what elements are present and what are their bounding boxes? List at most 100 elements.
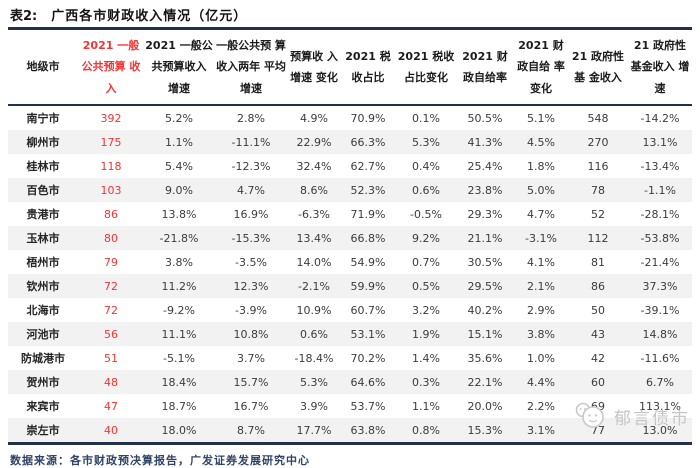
cell-city: 贵港市 xyxy=(26,208,60,222)
column-header-self-sufficiency-change: 2021 财 政自给 率变化 xyxy=(514,28,568,107)
cell-two-year-avg-growth: 4.7% xyxy=(237,183,265,197)
table-row: 南宁市 392 5.2% 2.8% 4.9% 70.9% 0.1% 50.5% … xyxy=(8,105,692,130)
watermark: 郁言债市 xyxy=(572,402,690,430)
cell-fund-revenue-growth: 13.0% xyxy=(642,423,678,437)
cell-budget-revenue: 175 xyxy=(100,135,122,149)
table-row: 贺州市 48 18.4% 15.7% 5.3% 64.6% 0.3% 22.1%… xyxy=(8,370,692,395)
table-title-text: 广西各市财政收入情况（亿元） xyxy=(51,9,248,24)
cell-two-year-avg-growth: -15.3% xyxy=(231,231,271,245)
cell-tax-share-change: 9.2% xyxy=(412,231,440,245)
cell-self-sufficiency-change: 3.8% xyxy=(527,327,555,341)
cell-revenue-growth: -21.8% xyxy=(159,231,199,245)
cell-budget-revenue: 86 xyxy=(104,207,118,221)
cell-tax-share: 64.6% xyxy=(350,375,386,389)
cell-city: 梧州市 xyxy=(26,256,60,270)
cell-self-sufficiency-change: 2.1% xyxy=(527,279,555,293)
cell-budget-revenue: 103 xyxy=(100,183,122,197)
cell-budget-revenue: 392 xyxy=(100,111,122,125)
cell-two-year-avg-growth: 12.3% xyxy=(233,279,269,293)
cell-city: 贺州市 xyxy=(26,376,60,390)
cell-fund-revenue: 52 xyxy=(591,207,605,221)
column-header-budget-revenue: 2021 一般 公共预算 收入 xyxy=(78,28,144,107)
cell-two-year-avg-growth: 3.7% xyxy=(237,351,265,365)
cell-growth-change: 8.6% xyxy=(300,183,328,197)
table-title: 表2: 广西各市财政收入情况（亿元） xyxy=(8,4,692,27)
cell-revenue-growth: 18.0% xyxy=(161,423,197,437)
cell-fund-revenue: 42 xyxy=(591,351,605,365)
cell-tax-share: 70.9% xyxy=(350,111,386,125)
cell-two-year-avg-growth: -11.1% xyxy=(231,135,271,149)
cell-self-sufficiency-change: 4.7% xyxy=(527,207,555,221)
cell-self-sufficiency-change: 5.0% xyxy=(527,183,555,197)
cell-city: 百色市 xyxy=(26,184,60,198)
cell-self-sufficiency-change: 1.0% xyxy=(527,351,555,365)
cell-fund-revenue: 270 xyxy=(587,135,609,149)
cell-growth-change: -6.3% xyxy=(298,207,330,221)
cell-self-sufficiency-change: 4.1% xyxy=(527,255,555,269)
cell-revenue-growth: 18.4% xyxy=(161,375,197,389)
cell-self-sufficiency-change: -3.1% xyxy=(525,231,557,245)
table-row: 柳州市 175 1.1% -11.1% 22.9% 66.3% 5.3% 41.… xyxy=(8,130,692,155)
cell-self-sufficiency: 41.3% xyxy=(467,135,503,149)
cell-fund-revenue-growth: -11.6% xyxy=(640,351,680,365)
fiscal-revenue-table: 地级市 2021 一般 公共预算 收入 2021 一般公 共预算收入 增速 一般… xyxy=(8,27,692,446)
cell-self-sufficiency-change: 1.8% xyxy=(527,159,555,173)
cell-fund-revenue: 60 xyxy=(591,375,605,389)
cell-two-year-avg-growth: -3.5% xyxy=(235,255,267,269)
cell-city: 崇左市 xyxy=(26,424,60,438)
cell-self-sufficiency-change: 2.9% xyxy=(527,303,555,317)
table-row: 来宾市 47 18.7% 16.7% 3.9% 53.7% 1.1% 20.0%… xyxy=(8,394,692,418)
cell-self-sufficiency-change: 2.2% xyxy=(527,399,555,413)
cell-self-sufficiency: 22.1% xyxy=(467,375,503,389)
cell-self-sufficiency: 29.3% xyxy=(467,207,503,221)
cell-self-sufficiency-change: 3.1% xyxy=(527,423,555,437)
cell-two-year-avg-growth: 2.8% xyxy=(237,111,265,125)
cell-tax-share: 52.3% xyxy=(350,183,386,197)
cell-fund-revenue: 116 xyxy=(587,159,609,173)
data-source-note: 数据来源：各市财政预决算报告，广发证券发展研究中心 xyxy=(10,454,310,468)
cell-self-sufficiency: 35.6% xyxy=(467,351,503,365)
cell-fund-revenue-growth: -28.1% xyxy=(640,207,680,221)
cell-revenue-growth: 11.1% xyxy=(161,327,197,341)
cell-revenue-growth: 9.0% xyxy=(165,183,193,197)
cell-revenue-growth: -5.1% xyxy=(163,351,195,365)
cell-revenue-growth: 11.2% xyxy=(161,279,197,293)
column-header-tax-share: 2021 税 收占比 xyxy=(340,28,396,107)
table-header: 地级市 2021 一般 公共预算 收入 2021 一般公 共预算收入 增速 一般… xyxy=(8,28,692,107)
cell-tax-share: 70.2% xyxy=(350,351,386,365)
column-header-self-sufficiency: 2021 财 政自给率 xyxy=(456,28,514,107)
column-header-tax-share-change: 2021 税收 占比变化 xyxy=(396,28,456,107)
cell-tax-share-change: 3.2% xyxy=(412,303,440,317)
column-header-growth-change: 预算收 入增速 变化 xyxy=(288,28,340,107)
cell-growth-change: 13.4% xyxy=(296,231,332,245)
cell-budget-revenue: 80 xyxy=(104,231,118,245)
cell-revenue-growth: -9.2% xyxy=(163,303,195,317)
cell-growth-change: 4.9% xyxy=(300,111,328,125)
table-row: 桂林市 118 5.4% -12.3% 32.4% 62.7% 0.4% 25.… xyxy=(8,154,692,178)
cell-budget-revenue: 51 xyxy=(104,351,118,365)
cell-two-year-avg-growth: 16.9% xyxy=(233,207,269,221)
cell-fund-revenue-growth: -13.4% xyxy=(640,159,680,173)
cell-self-sufficiency: 20.0% xyxy=(467,399,503,413)
cell-fund-revenue: 43 xyxy=(591,327,605,341)
cell-tax-share: 54.9% xyxy=(350,255,386,269)
cell-tax-share: 53.1% xyxy=(350,327,386,341)
cell-tax-share-change: 0.1% xyxy=(412,111,440,125)
cell-city: 河池市 xyxy=(26,328,60,342)
cell-fund-revenue-growth: 113.1% xyxy=(639,399,681,413)
table-row: 百色市 103 9.0% 4.7% 8.6% 52.3% 0.6% 23.8% … xyxy=(8,178,692,203)
cell-budget-revenue: 72 xyxy=(104,279,118,293)
cell-self-sufficiency: 25.4% xyxy=(467,159,503,173)
cell-tax-share: 59.9% xyxy=(350,279,386,293)
cell-revenue-growth: 5.4% xyxy=(165,159,193,173)
cell-self-sufficiency: 50.5% xyxy=(467,111,503,125)
table-row: 防城港市 51 -5.1% 3.7% -18.4% 70.2% 1.4% 35.… xyxy=(8,346,692,370)
cell-self-sufficiency: 15.1% xyxy=(467,327,503,341)
cell-tax-share: 66.8% xyxy=(350,231,386,245)
table-row: 梧州市 79 3.8% -3.5% 14.0% 54.9% 0.7% 30.5%… xyxy=(8,250,692,274)
cell-city: 钦州市 xyxy=(26,280,60,294)
cell-growth-change: 32.4% xyxy=(296,159,332,173)
cell-fund-revenue: 112 xyxy=(587,231,609,245)
table-row: 钦州市 72 11.2% 12.3% -2.1% 59.9% 0.5% 29.5… xyxy=(8,274,692,299)
cell-city: 北海市 xyxy=(26,304,60,318)
